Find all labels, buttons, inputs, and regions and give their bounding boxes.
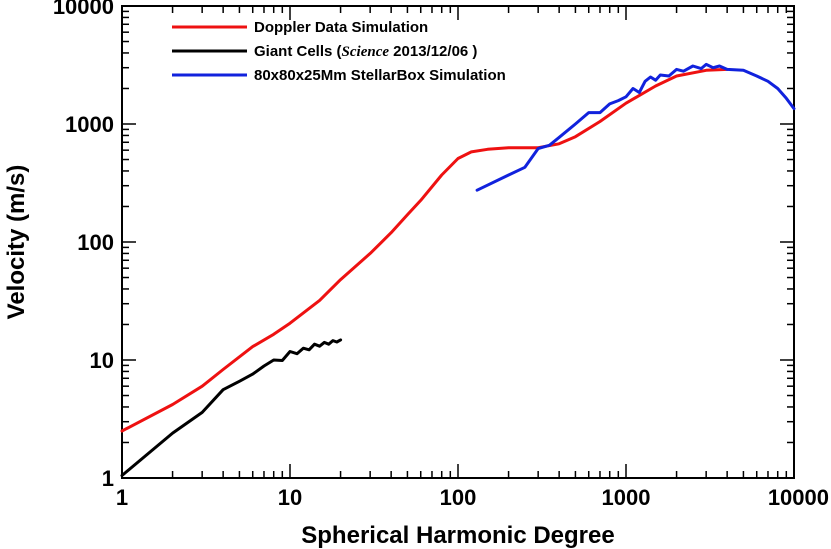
legend-label-giant-cells-part3: 2013/12/06 ) (389, 43, 477, 60)
y-tick-label: 100 (77, 230, 114, 255)
x-axis-label: Spherical Harmonic Degree (301, 522, 614, 549)
legend: Doppler Data Simulation Giant Cells (Sci… (172, 19, 506, 84)
x-tick-labels: 1 10 100 1000 10000 (116, 485, 829, 510)
y-tick-label: 1 (102, 466, 114, 491)
legend-label-stellarbox: 80x80x25Mm StellarBox Simulation (254, 67, 506, 84)
x-tick-label: 1 (116, 485, 128, 510)
axis-ticks (121, 5, 795, 479)
x-tick-label: 100 (440, 485, 477, 510)
series-giant-cells-line (120, 338, 343, 477)
x-tick-label: 10000 (768, 485, 829, 510)
series-lines (120, 62, 796, 477)
y-axis-label: Velocity (m/s) (3, 165, 30, 320)
x-tick-label: 10 (278, 485, 302, 510)
series-doppler-line (120, 67, 729, 433)
x-tick-label: 1000 (602, 485, 651, 510)
series-stellarbox-line (475, 62, 796, 192)
legend-label-giant-cells: Giant Cells (Science 2013/12/06 ) (254, 43, 477, 60)
y-tick-labels: 1 10 100 1000 10000 (53, 0, 114, 491)
y-tick-label: 10 (90, 348, 114, 373)
legend-label-giant-cells-italic: Science (342, 44, 390, 60)
y-tick-label: 10000 (53, 0, 114, 19)
y-tick-label: 1000 (65, 112, 114, 137)
legend-label-doppler: Doppler Data Simulation (254, 19, 428, 36)
legend-label-giant-cells-part1: Giant Cells ( (254, 43, 342, 60)
